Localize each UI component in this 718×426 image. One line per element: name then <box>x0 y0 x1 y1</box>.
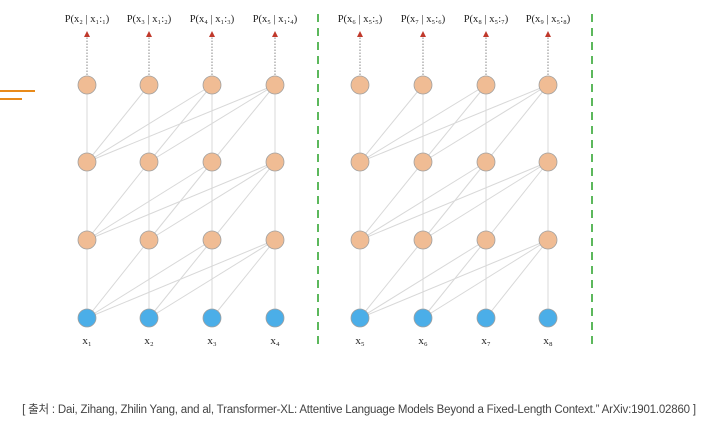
probability-label: P(x₂ | x₁:₁) <box>65 14 110 25</box>
token-label: x₇ <box>481 335 491 347</box>
orange-accent-marks <box>0 90 35 100</box>
hidden-node <box>77 75 97 95</box>
hidden-node <box>139 230 159 250</box>
attention-edge <box>86 239 276 319</box>
probability-label: P(x₇ | x₅:₆) <box>401 14 446 25</box>
input-node <box>139 308 159 328</box>
hidden-node <box>538 75 558 95</box>
labels: P(x₂ | x₁:₁) x₁ P(x₃ | x₁:₂) x₂ P(x₄ | x₁:₃)… <box>65 14 571 347</box>
hidden-node <box>538 230 558 250</box>
hidden-node <box>476 230 496 250</box>
token-label: x₈ <box>543 335 553 347</box>
probability-label: P(x₄ | x₁:₃) <box>190 14 235 25</box>
input-node <box>538 308 558 328</box>
token-label: x₃ <box>207 335 217 347</box>
nodes <box>77 75 558 328</box>
attention-edge <box>359 84 424 163</box>
hidden-node <box>538 152 558 172</box>
hidden-node <box>413 152 433 172</box>
attention-edge <box>211 239 276 319</box>
residual-vertical-lines <box>86 85 549 318</box>
probability-label: P(x₃ | x₁:₂) <box>127 14 172 25</box>
hidden-node <box>202 230 222 250</box>
hidden-node <box>413 75 433 95</box>
attention-edge <box>86 161 150 241</box>
token-label: x₂ <box>144 335 154 347</box>
probability-label: P(x₈ | x₅:₇) <box>464 14 509 25</box>
input-node <box>265 308 285 328</box>
output-arrows <box>84 31 551 75</box>
attention-edge <box>485 239 549 319</box>
token-label: x₄ <box>270 335 280 347</box>
hidden-node <box>139 152 159 172</box>
probability-label: P(x₅ | x₁:₄) <box>253 14 298 25</box>
attention-edge <box>211 161 276 241</box>
input-node <box>77 308 97 328</box>
hidden-node <box>265 152 285 172</box>
input-node <box>476 308 496 328</box>
hidden-node <box>77 152 97 172</box>
input-node <box>413 308 433 328</box>
attention-edge <box>359 161 424 241</box>
hidden-node <box>413 230 433 250</box>
probability-label: P(x₆ | x₅:₅) <box>338 14 383 25</box>
probability-label: P(x₉ | x₅:₈) <box>526 14 571 25</box>
hidden-node <box>265 75 285 95</box>
attention-edge <box>359 161 549 241</box>
attention-edge <box>359 84 549 163</box>
attention-edge <box>86 84 150 163</box>
hidden-node <box>350 75 370 95</box>
hidden-node <box>265 230 285 250</box>
hidden-node <box>202 75 222 95</box>
hidden-node <box>476 75 496 95</box>
citation-caption: [ 출처 : Dai, Zihang, Zhilin Yang, and al,… <box>22 404 696 416</box>
hidden-node <box>350 230 370 250</box>
token-label: x₁ <box>82 335 92 347</box>
attention-edge <box>359 239 424 319</box>
token-label: x₆ <box>418 335 428 347</box>
attention-edge <box>485 84 549 163</box>
token-label: x₅ <box>355 335 365 347</box>
input-node <box>350 308 370 328</box>
attention-edge <box>211 84 276 163</box>
hidden-node <box>202 152 222 172</box>
attention-edge <box>86 161 276 241</box>
attention-edge <box>485 161 549 241</box>
input-node <box>202 308 222 328</box>
hidden-node <box>139 75 159 95</box>
attention-edge <box>86 239 150 319</box>
hidden-node <box>350 152 370 172</box>
hidden-node <box>476 152 496 172</box>
hidden-node <box>77 230 97 250</box>
attention-edge <box>86 84 276 163</box>
attention-edge <box>359 239 549 319</box>
